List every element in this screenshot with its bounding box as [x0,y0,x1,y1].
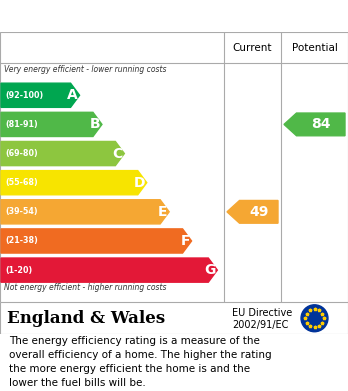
Text: F: F [181,234,190,248]
Text: E: E [158,205,168,219]
Text: Potential: Potential [292,43,338,53]
Circle shape [301,305,328,332]
Polygon shape [1,112,102,136]
Polygon shape [1,200,169,224]
Polygon shape [1,170,147,195]
Text: Energy Efficiency Rating: Energy Efficiency Rating [9,9,219,23]
Polygon shape [1,142,124,166]
Text: 49: 49 [249,205,268,219]
Text: The energy efficiency rating is a measure of the
overall efficiency of a home. T: The energy efficiency rating is a measur… [9,336,271,388]
Text: (92-100): (92-100) [5,91,43,100]
Text: 84: 84 [311,117,331,131]
Text: EU Directive: EU Directive [232,308,292,318]
Polygon shape [1,258,217,282]
Text: C: C [113,147,123,161]
Text: (55-68): (55-68) [5,178,38,187]
Text: D: D [134,176,145,190]
Text: Not energy efficient - higher running costs: Not energy efficient - higher running co… [4,283,166,292]
Text: Current: Current [233,43,272,53]
Text: G: G [204,263,216,277]
Text: (39-54): (39-54) [5,207,38,216]
Text: (69-80): (69-80) [5,149,38,158]
Polygon shape [1,229,191,253]
Polygon shape [227,201,278,223]
Text: B: B [90,117,101,131]
Polygon shape [284,113,345,136]
Text: (81-91): (81-91) [5,120,38,129]
Polygon shape [1,83,80,108]
Text: A: A [67,88,78,102]
Text: Very energy efficient - lower running costs: Very energy efficient - lower running co… [4,65,166,74]
Text: (1-20): (1-20) [5,265,32,274]
Text: England & Wales: England & Wales [7,310,165,327]
Text: 2002/91/EC: 2002/91/EC [232,320,288,330]
Text: (21-38): (21-38) [5,237,38,246]
